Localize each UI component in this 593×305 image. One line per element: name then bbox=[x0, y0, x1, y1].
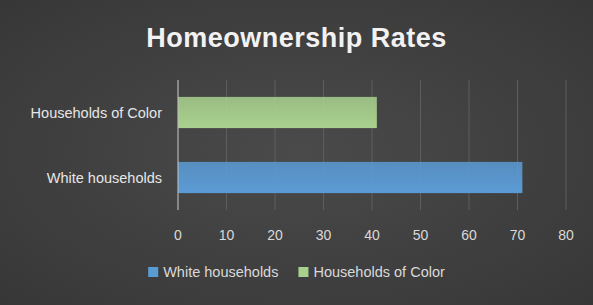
legend-swatch bbox=[298, 267, 308, 277]
category-label: White households bbox=[47, 170, 162, 186]
legend-label: White households bbox=[163, 264, 278, 280]
legend: White households Households of Color bbox=[148, 264, 445, 280]
tick-label: 80 bbox=[558, 227, 574, 243]
category-label: Households of Color bbox=[31, 105, 163, 121]
bar bbox=[178, 162, 522, 193]
grid-line bbox=[178, 80, 179, 210]
bar bbox=[178, 97, 377, 128]
tick-label: 60 bbox=[461, 227, 477, 243]
background bbox=[0, 0, 593, 305]
legend-swatch bbox=[148, 267, 158, 277]
axis-line bbox=[178, 80, 179, 210]
legend-label: Households of Color bbox=[313, 264, 445, 280]
tick-label: 70 bbox=[510, 227, 526, 243]
tick-label: 10 bbox=[219, 227, 235, 243]
chart: Homeownership Rates 0 10 20 30 40 50 60 70 80 Whit… bbox=[0, 0, 593, 305]
tick-label: 20 bbox=[267, 227, 283, 243]
tick-label: 50 bbox=[413, 227, 429, 243]
tick-label: 40 bbox=[364, 227, 380, 243]
tick-label: 30 bbox=[316, 227, 332, 243]
title: Homeownership Rates bbox=[146, 23, 447, 53]
grid-line bbox=[566, 80, 567, 210]
tick-label: 0 bbox=[174, 227, 182, 243]
